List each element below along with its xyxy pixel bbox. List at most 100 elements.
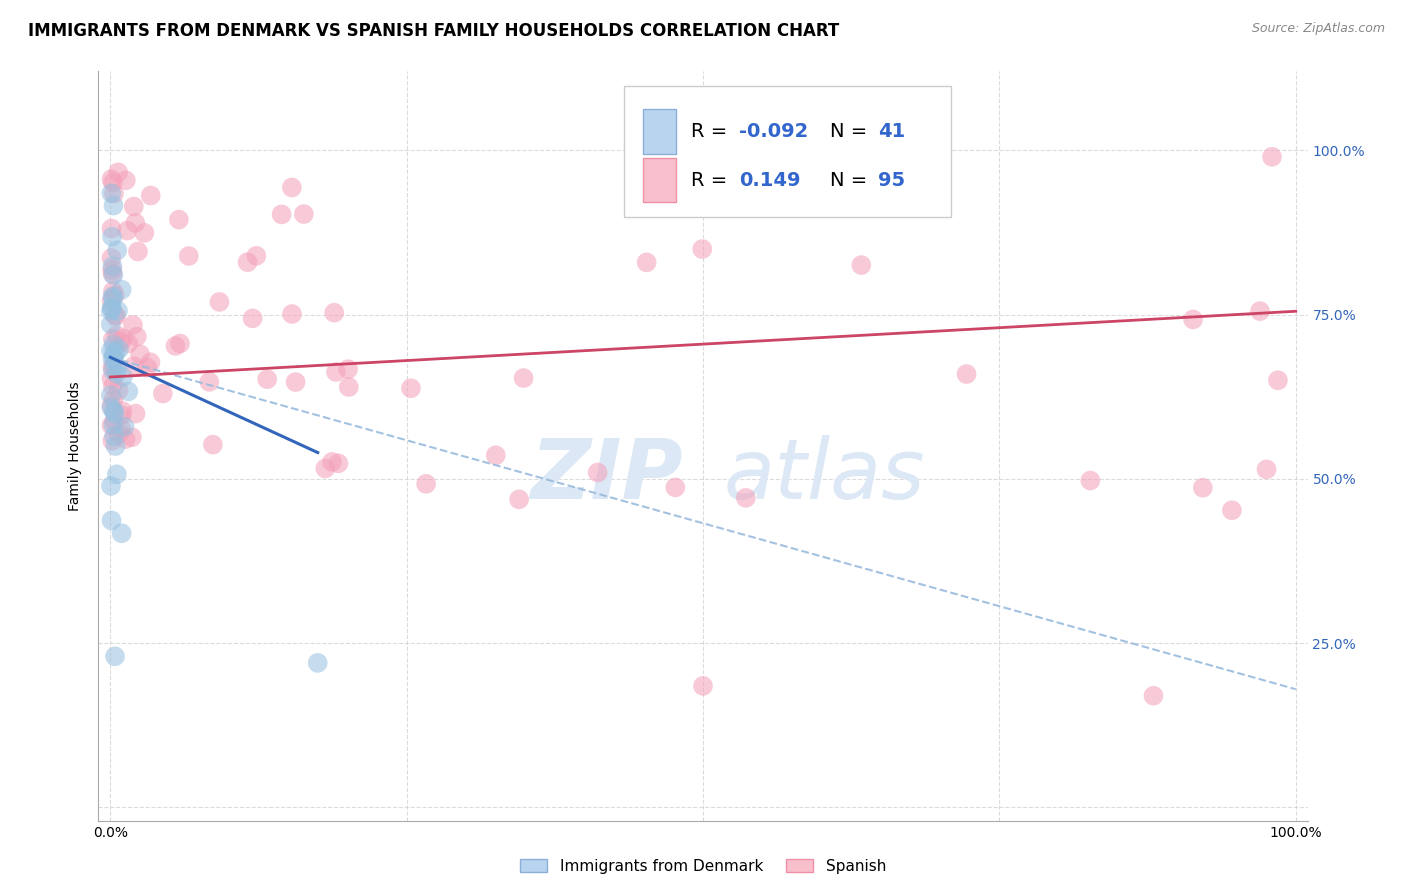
Point xyxy=(105,467,128,482)
Point xyxy=(1267,373,1289,387)
Point xyxy=(281,307,304,321)
Point xyxy=(100,172,122,186)
Point xyxy=(111,526,134,541)
Point xyxy=(236,255,259,269)
Point xyxy=(114,419,136,434)
Point xyxy=(101,262,124,277)
Point xyxy=(100,401,122,415)
Point xyxy=(105,309,128,323)
Point xyxy=(270,207,292,221)
Point xyxy=(1192,481,1215,495)
Point xyxy=(169,336,191,351)
Point xyxy=(117,224,139,238)
Point xyxy=(100,388,122,402)
Point xyxy=(103,429,125,443)
Point xyxy=(485,448,508,462)
Point xyxy=(107,165,129,179)
Point xyxy=(103,198,125,212)
Point xyxy=(337,380,360,394)
Point xyxy=(415,476,437,491)
Point xyxy=(104,309,127,323)
Point xyxy=(664,480,686,494)
Point xyxy=(111,408,134,422)
Point xyxy=(139,355,162,369)
Text: R =: R = xyxy=(690,170,734,189)
Point xyxy=(103,359,125,373)
Point xyxy=(108,343,131,357)
Point xyxy=(101,301,124,315)
Point xyxy=(165,339,187,353)
Point xyxy=(692,242,714,256)
Point xyxy=(256,372,278,386)
Point xyxy=(508,492,530,507)
Point xyxy=(292,207,315,221)
Point xyxy=(1249,304,1271,318)
Point xyxy=(127,244,149,259)
Point xyxy=(103,351,125,366)
Point xyxy=(337,362,360,376)
Point xyxy=(100,479,122,493)
Y-axis label: Family Households: Family Households xyxy=(69,381,83,511)
Point xyxy=(125,329,148,343)
Text: 41: 41 xyxy=(879,122,905,141)
Point xyxy=(103,417,125,432)
Point xyxy=(692,679,714,693)
Point xyxy=(139,188,162,202)
Point xyxy=(314,461,336,475)
Point xyxy=(100,513,122,527)
Text: atlas: atlas xyxy=(723,435,925,516)
Point xyxy=(152,386,174,401)
Point xyxy=(104,649,127,664)
Point xyxy=(399,381,422,395)
Point xyxy=(325,365,347,379)
Point xyxy=(101,352,124,367)
Point xyxy=(100,343,122,358)
Point xyxy=(111,404,134,418)
Point xyxy=(103,268,125,282)
Point xyxy=(636,255,658,269)
Point xyxy=(100,186,122,201)
Point xyxy=(100,372,122,386)
Text: 0.149: 0.149 xyxy=(740,170,801,189)
Point xyxy=(117,384,139,399)
Point xyxy=(1256,462,1278,476)
Point xyxy=(101,259,124,273)
Bar xyxy=(643,158,676,202)
Point xyxy=(124,407,146,421)
Text: IMMIGRANTS FROM DENMARK VS SPANISH FAMILY HOUSEHOLDS CORRELATION CHART: IMMIGRANTS FROM DENMARK VS SPANISH FAMIL… xyxy=(28,22,839,40)
Point xyxy=(134,226,156,240)
Point xyxy=(111,283,134,297)
Point xyxy=(107,361,129,376)
Text: 95: 95 xyxy=(879,170,905,189)
Point xyxy=(114,432,136,446)
Point xyxy=(129,347,152,361)
Point xyxy=(198,375,221,389)
Point xyxy=(105,367,128,381)
Point xyxy=(124,216,146,230)
Point xyxy=(122,318,145,332)
Point xyxy=(110,334,132,349)
Point xyxy=(101,176,124,190)
Text: Source: ZipAtlas.com: Source: ZipAtlas.com xyxy=(1251,22,1385,36)
Point xyxy=(101,229,124,244)
Point xyxy=(101,289,124,303)
Point xyxy=(100,304,122,318)
Point xyxy=(103,414,125,428)
Point xyxy=(512,371,534,385)
Point xyxy=(1182,312,1205,326)
Point xyxy=(104,345,127,359)
Point xyxy=(111,331,134,345)
Point xyxy=(103,337,125,351)
Point xyxy=(328,456,350,470)
Bar xyxy=(643,109,676,153)
Point xyxy=(100,221,122,235)
Point xyxy=(122,359,145,373)
Point xyxy=(103,186,125,201)
Legend: Immigrants from Denmark, Spanish: Immigrants from Denmark, Spanish xyxy=(513,853,893,880)
FancyBboxPatch shape xyxy=(624,87,950,218)
Point xyxy=(242,311,264,326)
Point xyxy=(103,404,125,418)
Point xyxy=(104,288,127,302)
Point xyxy=(110,421,132,435)
Point xyxy=(117,336,139,351)
